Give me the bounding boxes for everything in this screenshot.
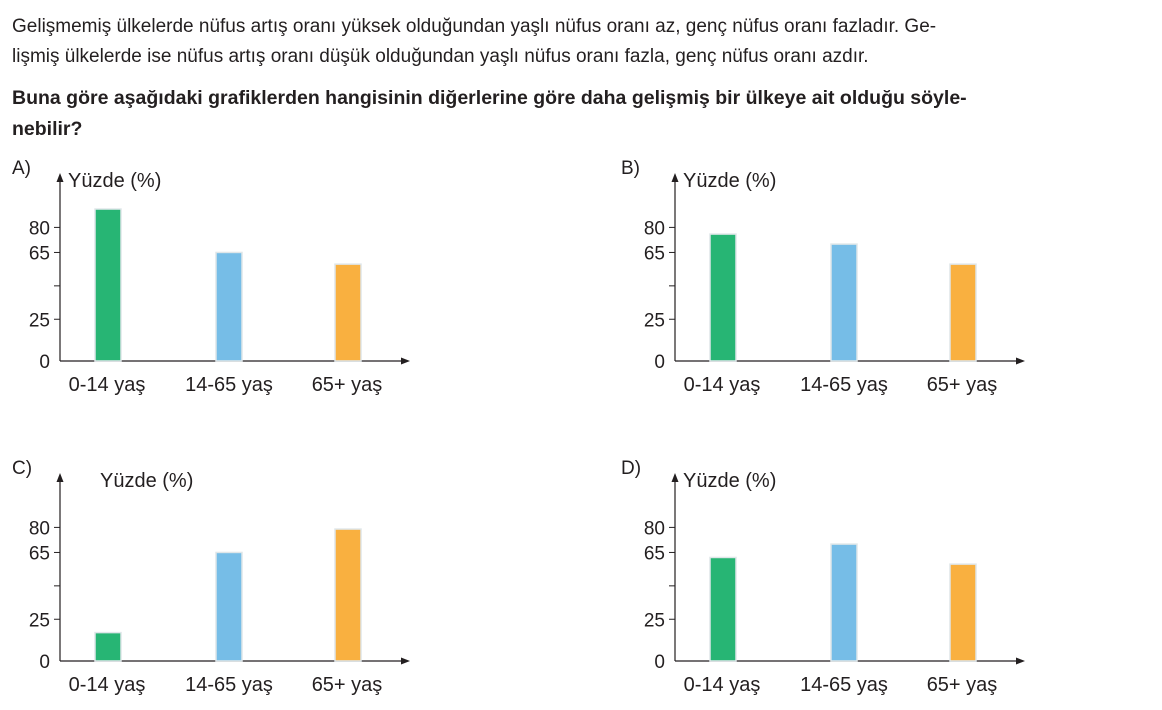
x-tick-label: 65+ yaş	[312, 674, 383, 696]
y-tick-label: 0	[39, 652, 50, 673]
x-tick-label: 0-14 yaş	[684, 674, 761, 696]
y-axis-arrow-icon	[671, 473, 679, 482]
bar-14-65	[830, 543, 858, 662]
y-axis-arrow-icon	[671, 173, 679, 182]
y-axis-label: Yüzde (%)	[683, 170, 776, 192]
y-tick-label: 65	[29, 243, 50, 264]
chart-option-b: Yüzde (%) 80 65 25 0 0-14 yaş 14-65 yaş 65+ yaş	[644, 170, 1025, 396]
question-intro: Gelişmemiş ülkelerde nüfus artış oranı y…	[12, 12, 1152, 72]
y-tick-label: 25	[644, 310, 665, 331]
y-axis-label: Yüzde (%)	[683, 470, 776, 492]
x-tick-label: 14-65 yaş	[185, 674, 273, 696]
x-tick-label: 65+ yaş	[927, 674, 998, 696]
y-tick-label: 65	[644, 543, 665, 564]
y-tick-label: 80	[29, 218, 50, 239]
bar-0-14	[709, 233, 737, 362]
y-tick-label: 65	[29, 543, 50, 564]
question-stem: Buna göre aşağıdaki grafiklerden hangisi…	[12, 83, 1152, 145]
x-axis-arrow-icon	[401, 657, 410, 665]
stem-line-2: nebilir?	[12, 118, 83, 140]
x-tick-label: 65+ yaş	[927, 374, 998, 396]
intro-line-1: Gelişmemiş ülkelerde nüfus artış oranı y…	[12, 16, 937, 37]
bar-0-14	[94, 631, 122, 662]
chart-option-d: Yüzde (%) 80 65 25 0 0-14 yaş 14-65 yaş 65+ yaş	[644, 470, 1025, 696]
y-tick-label: 0	[39, 352, 50, 373]
y-tick-label: 0	[654, 652, 665, 673]
x-tick-label: 14-65 yaş	[185, 374, 273, 396]
option-d-label[interactable]: D)	[621, 458, 642, 479]
y-tick-label: 80	[29, 518, 50, 539]
x-tick-label: 65+ yaş	[312, 374, 383, 396]
x-axis-arrow-icon	[1016, 657, 1025, 665]
intro-line-2: lişmiş ülkelerde ise nüfus artış oranı d…	[12, 46, 869, 67]
bar-65+	[334, 263, 362, 362]
stem-line-1: Buna göre aşağıdaki grafiklerden hangisi…	[12, 87, 967, 109]
y-axis-arrow-icon	[56, 473, 64, 482]
bar-65+	[949, 263, 977, 362]
x-axis-arrow-icon	[401, 357, 410, 365]
bar-14-65	[830, 243, 858, 362]
bar-65+	[949, 563, 977, 662]
option-b-label[interactable]: B)	[621, 158, 640, 179]
bar-0-14	[709, 556, 737, 662]
chart-option-a: Yüzde (%) 80 65 25 0 0-14 yaş 14-65 yaş 65+ yaş	[29, 170, 410, 396]
x-tick-label: 14-65 yaş	[800, 674, 888, 696]
x-tick-label: 0-14 yaş	[69, 374, 146, 396]
y-tick-label: 25	[29, 610, 50, 631]
chart-option-c: Yüzde (%) 80 65 25 0 0-14 yaş 14-65 yaş 65+ yaş	[29, 470, 410, 696]
x-axis-arrow-icon	[1016, 357, 1025, 365]
y-tick-label: 25	[29, 310, 50, 331]
y-axis-label: Yüzde (%)	[68, 170, 161, 192]
y-tick-label: 25	[644, 610, 665, 631]
bar-14-65	[215, 251, 243, 362]
option-a-label[interactable]: A)	[12, 158, 31, 179]
y-tick-label: 0	[654, 352, 665, 373]
bar-14-65	[215, 551, 243, 662]
x-tick-label: 0-14 yaş	[684, 374, 761, 396]
y-axis-label: Yüzde (%)	[100, 470, 193, 492]
bar-0-14	[94, 208, 122, 362]
y-axis-arrow-icon	[56, 173, 64, 182]
y-tick-label: 80	[644, 518, 665, 539]
x-tick-label: 14-65 yaş	[800, 374, 888, 396]
y-tick-label: 65	[644, 243, 665, 264]
x-tick-label: 0-14 yaş	[69, 674, 146, 696]
option-c-label[interactable]: C)	[12, 458, 33, 479]
y-tick-label: 80	[644, 218, 665, 239]
bar-65+	[334, 528, 362, 662]
